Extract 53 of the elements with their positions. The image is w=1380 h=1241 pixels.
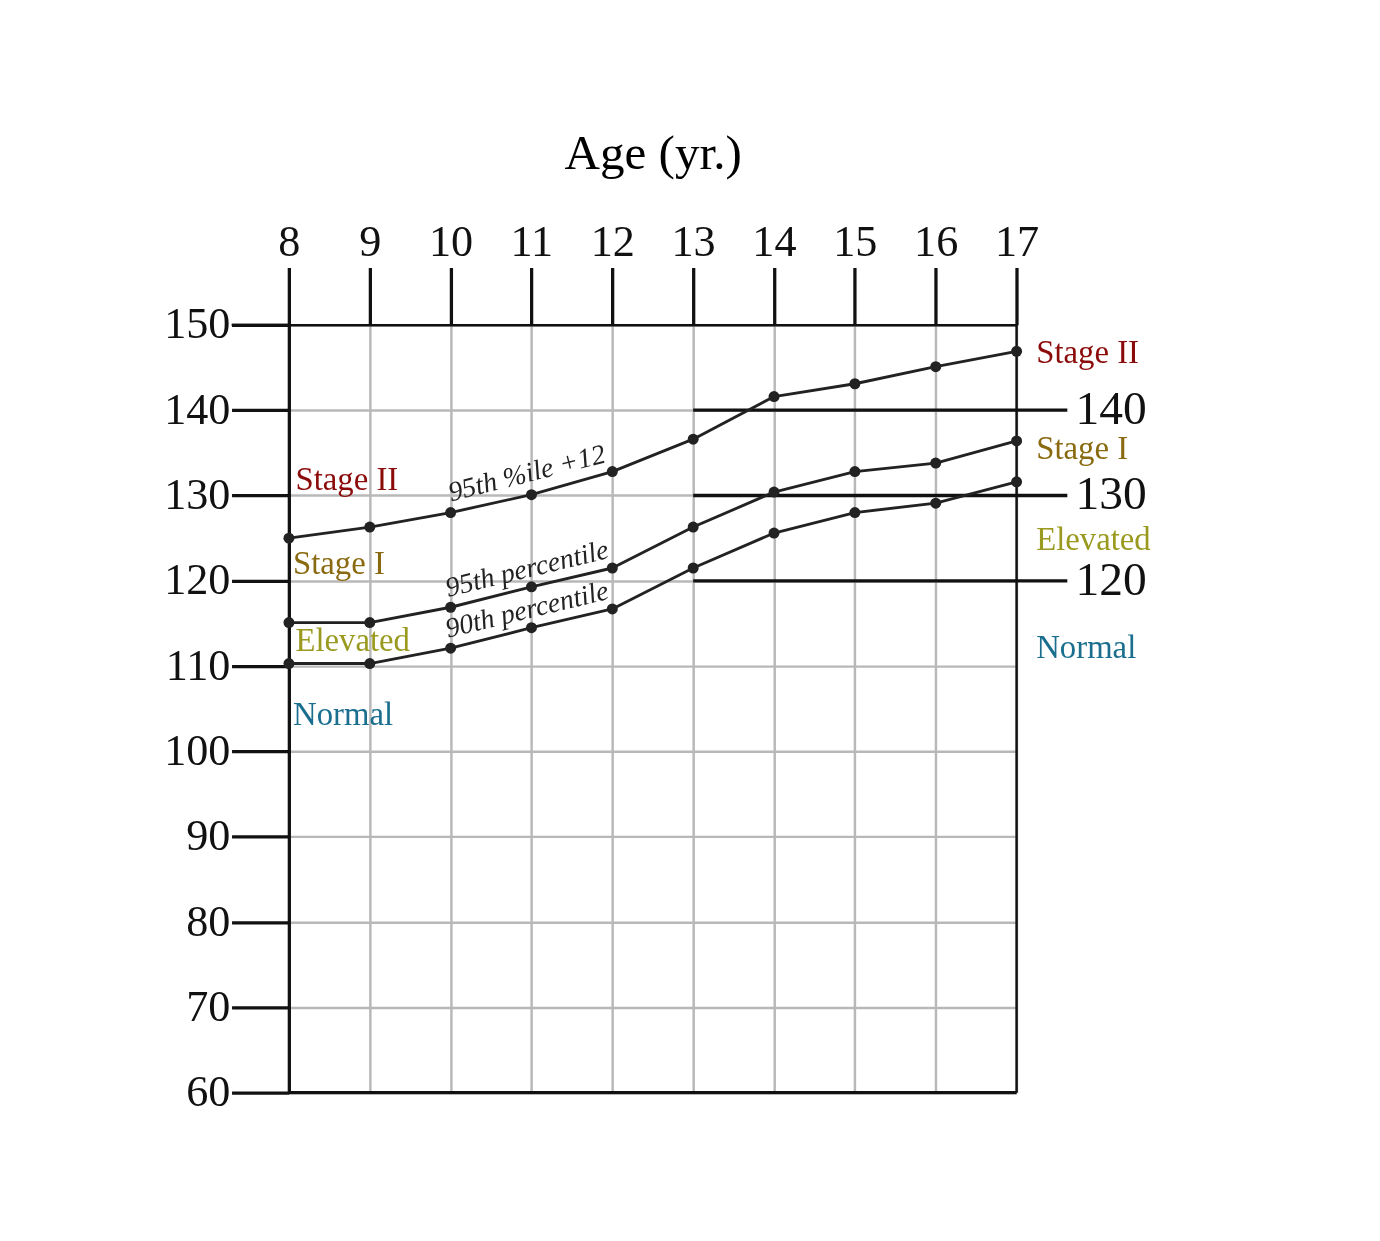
point bbox=[930, 361, 942, 373]
point bbox=[606, 466, 618, 478]
x-tick-label: 9 bbox=[359, 216, 382, 266]
annotation: Stage I bbox=[293, 544, 385, 581]
text: Normal bbox=[1036, 629, 1137, 666]
x-tick-label: 13 bbox=[671, 216, 716, 266]
x-tick-label: 10 bbox=[428, 216, 474, 266]
y-tick-label: 80 bbox=[186, 896, 231, 946]
point bbox=[768, 391, 780, 403]
x-tick-label: 15 bbox=[833, 216, 878, 266]
y-tick-label: 70 bbox=[186, 981, 231, 1031]
x-tick-label: 16 bbox=[914, 216, 959, 266]
point bbox=[930, 457, 942, 469]
annotation: Elevated bbox=[295, 621, 410, 658]
x-axis-title: Age (yr.) bbox=[564, 124, 742, 180]
y-tick-label: 150 bbox=[164, 299, 231, 349]
point bbox=[364, 521, 376, 533]
annotation: Normal bbox=[293, 696, 394, 733]
ref-line-label: 130 bbox=[1075, 467, 1147, 520]
point bbox=[849, 507, 861, 519]
y-tick-label: 120 bbox=[164, 555, 231, 605]
x-tick-label: 14 bbox=[752, 216, 797, 266]
point bbox=[445, 642, 457, 654]
point bbox=[525, 489, 537, 501]
point bbox=[283, 532, 295, 544]
point bbox=[849, 466, 861, 478]
annotation: Stage II bbox=[295, 461, 399, 498]
point bbox=[1011, 476, 1023, 488]
y-tick-label: 140 bbox=[164, 384, 231, 434]
point bbox=[445, 507, 457, 519]
point bbox=[687, 521, 699, 533]
y-tick-label: 110 bbox=[165, 640, 231, 690]
point bbox=[687, 562, 699, 574]
point bbox=[1011, 345, 1023, 357]
point bbox=[768, 527, 780, 539]
x-tick-label: 12 bbox=[590, 216, 635, 266]
x-tick-label: 11 bbox=[510, 216, 554, 266]
y-tick-label: 60 bbox=[186, 1067, 231, 1117]
x-tick-label: 8 bbox=[278, 216, 301, 266]
y-tick-label: 130 bbox=[164, 470, 231, 519]
y-tick-label: 100 bbox=[164, 725, 231, 775]
x-tick-label: 17 bbox=[994, 216, 1040, 266]
point bbox=[930, 497, 942, 509]
text: Stage II bbox=[1036, 334, 1139, 371]
point bbox=[283, 658, 295, 670]
point bbox=[1011, 435, 1023, 447]
point bbox=[849, 378, 861, 390]
point bbox=[768, 486, 780, 498]
point bbox=[283, 617, 295, 629]
point bbox=[364, 658, 376, 670]
y-tick-label: 90 bbox=[186, 811, 231, 861]
text: 95th %ile +12 bbox=[444, 437, 609, 508]
point bbox=[687, 433, 699, 445]
